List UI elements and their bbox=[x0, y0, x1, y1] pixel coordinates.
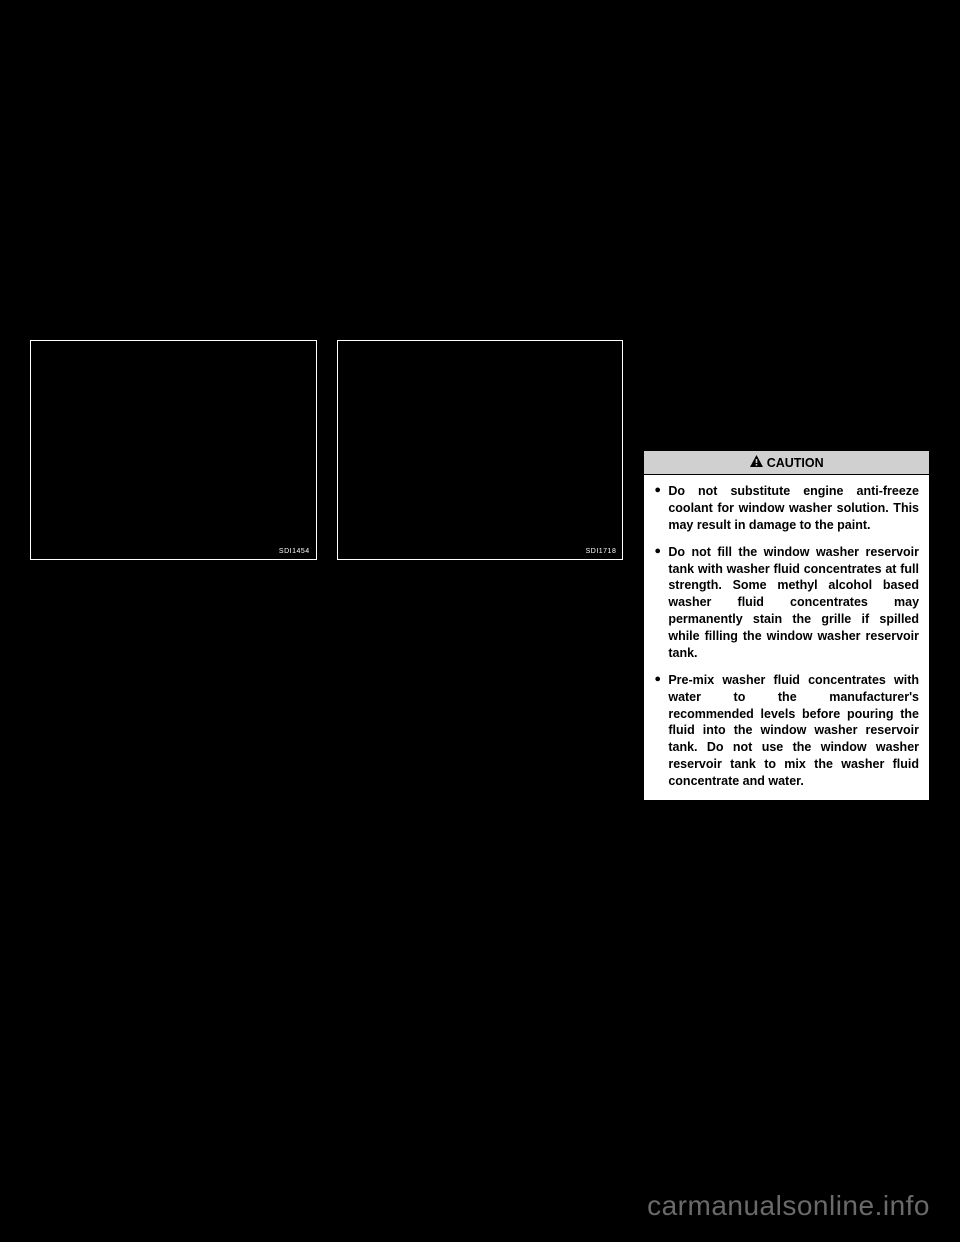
caution-item: Pre-mix washer fluid concentrates with w… bbox=[654, 672, 919, 790]
column-left: SDI1454 bbox=[30, 340, 317, 801]
warning-triangle-icon bbox=[750, 455, 763, 470]
watermark-text: carmanualsonline.info bbox=[647, 1190, 930, 1222]
figure-box-left: SDI1454 bbox=[30, 340, 317, 560]
caution-box: CAUTION Do not substitute engine anti-fr… bbox=[643, 450, 930, 801]
caution-item: Do not substitute engine anti-freeze coo… bbox=[654, 483, 919, 534]
caution-header: CAUTION bbox=[644, 451, 929, 475]
column-center: SDI1718 bbox=[337, 340, 624, 801]
figure-reference-right: SDI1718 bbox=[586, 548, 617, 555]
caution-item: Do not fill the window washer reservoir … bbox=[654, 544, 919, 662]
manual-page: SDI1454 SDI1718 CAUTION bbox=[30, 340, 930, 801]
column-right: CAUTION Do not substitute engine anti-fr… bbox=[643, 340, 930, 801]
caution-list: Do not substitute engine anti-freeze coo… bbox=[654, 483, 919, 790]
caution-body: Do not substitute engine anti-freeze coo… bbox=[644, 475, 929, 800]
caution-header-label: CAUTION bbox=[767, 456, 824, 470]
three-column-layout: SDI1454 SDI1718 CAUTION bbox=[30, 340, 930, 801]
figure-box-right: SDI1718 bbox=[337, 340, 624, 560]
figure-reference-left: SDI1454 bbox=[279, 548, 310, 555]
